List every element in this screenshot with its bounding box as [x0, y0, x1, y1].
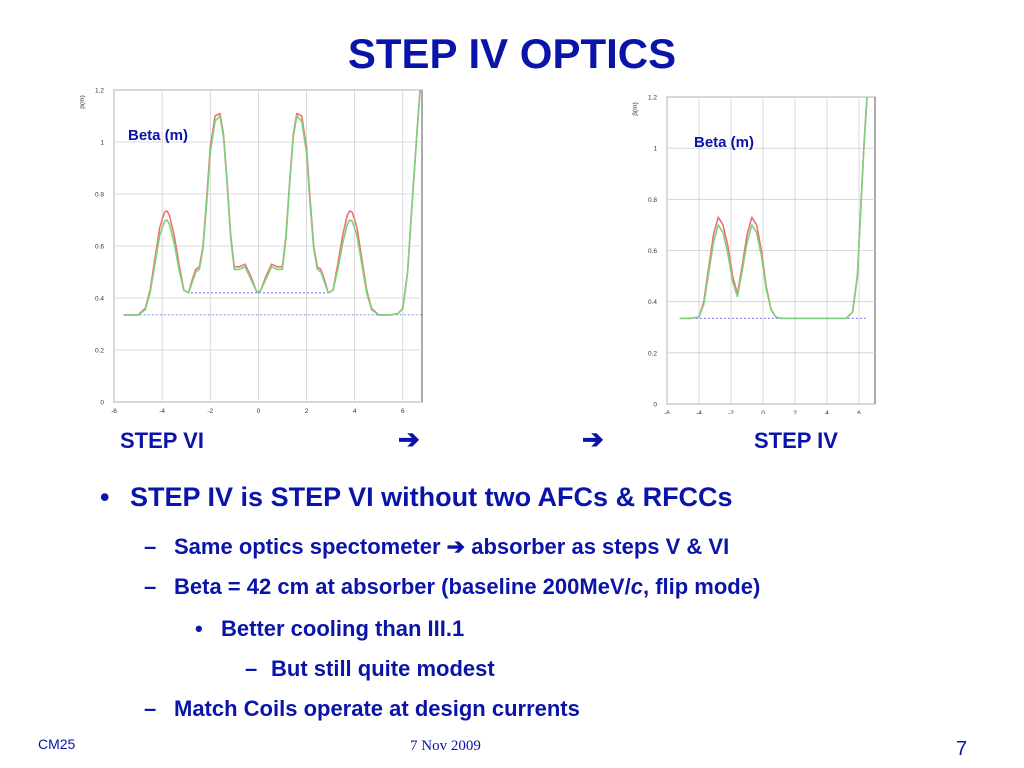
y-tick-label: 0.2 [648, 350, 657, 357]
y-tick-label: 1 [100, 140, 104, 147]
x-tick-label: 0 [761, 410, 765, 414]
beta-plot-step-vi: -6 -4 -2 0 2 4 6 0 0.2 0.4 0.6 0.8 1 1.2 β(m) [79, 86, 430, 416]
x-tick-label: 4 [353, 408, 357, 415]
y-tick-label: 0.4 [95, 296, 104, 303]
bullet-item: – Same optics spectometer ➔ absorber as s… [144, 534, 729, 560]
x-tick-label: 6 [401, 408, 405, 415]
bullet-text: But still quite modest [271, 656, 495, 681]
y-tick-label: 0.4 [648, 299, 657, 306]
y-tick-label: 1.2 [648, 95, 657, 102]
footer-date: 7 Nov 2009 [410, 738, 481, 754]
x-tick-label: 4 [825, 410, 829, 414]
bullet-text: Same optics spectometer ➔ absorber as st… [174, 534, 730, 559]
y-axis-label: β(m) [632, 102, 639, 115]
beta-curve-series-2 [123, 90, 421, 316]
y-tick-label: 0.6 [648, 248, 657, 255]
y-tick-label: 0 [653, 402, 657, 409]
x-tick-label: -6 [111, 408, 117, 415]
step-iv-label: STEP IV [754, 428, 838, 453]
page-number: 7 [956, 738, 968, 760]
beta-plot-step-iv: -6 -4 -2 0 2 4 6 0 0.2 0.4 0.6 0.8 1 1.2 β(m) [620, 92, 885, 417]
bullet-marker: • [100, 482, 110, 512]
footer-meeting-label: CM25 [38, 736, 76, 752]
bullet-text: Better cooling than III.1 [221, 616, 465, 641]
x-tick-label: -4 [696, 410, 702, 414]
x-tick-label: -2 [207, 408, 213, 415]
beta-annotation-left: Beta (m) [128, 127, 189, 144]
beta-curve-series-2 [679, 97, 868, 320]
y-tick-label: 1.2 [95, 88, 104, 95]
y-tick-label: 0.8 [648, 197, 657, 204]
arrow-right-icon: ➔ [582, 424, 604, 454]
y-tick-label: 0.6 [95, 244, 104, 251]
x-tick-label: 2 [793, 410, 797, 414]
y-tick-label: 0.2 [95, 348, 104, 355]
y-tick-label: 0.8 [95, 192, 104, 199]
y-tick-label: 1 [653, 146, 657, 153]
bullet-text: Beta = 42 cm at absorber (baseline 200Me… [174, 574, 631, 599]
beta-annotation-right: Beta (m) [694, 134, 755, 151]
bullet-marker: – [144, 574, 157, 599]
bullet-text: STEP IV is STEP VI without two AFCs & RF… [130, 482, 733, 512]
bullet-marker: – [144, 696, 157, 721]
x-tick-label: 6 [857, 410, 861, 414]
bullet-text: , flip mode) [642, 574, 761, 599]
step-vi-label: STEP VI [120, 428, 204, 453]
bullet-item: – But still quite modest [245, 656, 495, 682]
x-tick-label: -4 [159, 408, 165, 415]
bullet-marker: – [144, 534, 157, 559]
bullet-marker: – [245, 656, 258, 681]
bullet-item: – Match Coils operate at design currents [144, 696, 580, 722]
bullet-item: • Better cooling than III.1 [195, 616, 464, 642]
arrow-right-icon: ➔ [398, 424, 420, 454]
x-tick-label: -6 [664, 410, 670, 414]
x-tick-label: 0 [257, 408, 261, 415]
y-tick-label: 0 [100, 400, 104, 407]
beta-plot-step-vi-svg: -6 -4 -2 0 2 4 6 0 0.2 0.4 0.6 0.8 1 1.2 β(m) [79, 88, 423, 415]
bullet-text-italic: c [630, 574, 643, 599]
bullet-item: • STEP IV is STEP VI without two AFCs & R… [100, 482, 733, 513]
y-axis-label: β(m) [80, 95, 86, 108]
bullet-item: – Beta = 42 cm at absorber (baseline 200M… [144, 574, 760, 600]
x-tick-label: 2 [305, 408, 309, 415]
x-tick-label: -2 [728, 410, 734, 414]
slide-title: STEP IV OPTICS [347, 30, 677, 77]
beta-plot-step-iv-svg: -6 -4 -2 0 2 4 6 0 0.2 0.4 0.6 0.8 1 1.2 β(m) [632, 95, 876, 417]
bullet-text: Match Coils operate at design currents [174, 696, 580, 721]
bullet-marker: • [195, 616, 203, 641]
